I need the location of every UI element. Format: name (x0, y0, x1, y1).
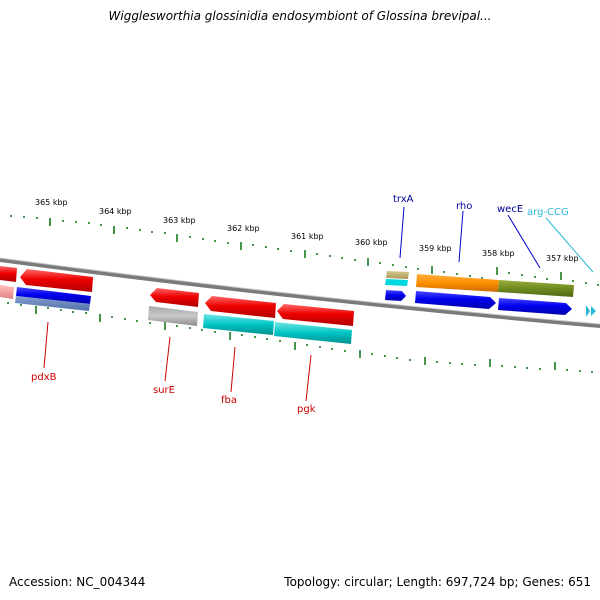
tick-label: 358 kbp (482, 249, 515, 258)
feature-wecE[interactable] (498, 298, 572, 315)
leader-pdxB (43, 321, 49, 369)
gene-label-fba[interactable]: fba (221, 395, 237, 406)
feature-pgk-top[interactable] (277, 304, 354, 326)
tick-label: 359 kbp (419, 244, 452, 253)
feature-arg-CCG-arrow[interactable] (586, 305, 590, 317)
leader-wecE (507, 214, 541, 269)
feature-left-edge-red[interactable] (0, 266, 17, 282)
gene-label-surE[interactable]: surE (153, 385, 175, 396)
gene-label-trxA[interactable]: trxA (393, 194, 414, 205)
feature-rho-rrna[interactable] (416, 274, 499, 292)
feature-pdxB-top[interactable] (20, 269, 93, 292)
tick-label: 364 kbp (99, 207, 132, 216)
leader-surE (164, 336, 171, 382)
gene-label-rho[interactable]: rho (456, 201, 472, 212)
feature-wecE-rrna[interactable] (498, 280, 574, 297)
gene-label-wecE[interactable]: wecE (497, 204, 523, 215)
feature-trxA-small[interactable] (386, 271, 409, 279)
tick-label: 357 kbp (546, 254, 579, 263)
feature-pdxB-lower[interactable] (15, 296, 90, 311)
feature-trxA-small-2[interactable] (385, 279, 408, 286)
feature-pgk[interactable] (274, 322, 352, 344)
outer-tick-ring (10, 215, 599, 286)
feature-arg-CCG-arrow-2[interactable] (591, 306, 596, 316)
inner-tick-ring (7, 302, 593, 373)
leader-rho (458, 210, 464, 263)
feature-fba[interactable] (203, 314, 274, 335)
feature-trxA[interactable] (385, 290, 406, 301)
tick-labels: 365 kbp 364 kbp 363 kbp 362 kbp 361 kbp … (35, 198, 579, 263)
tick-label: 361 kbp (291, 232, 324, 241)
tick-label: 360 kbp (355, 238, 388, 247)
gene-label-arg-CCG[interactable]: arg-CCG (527, 207, 569, 218)
reverse-strand-features (0, 266, 354, 344)
feature-rho[interactable] (415, 291, 496, 309)
gene-label-pdxB[interactable]: pdxB (31, 372, 57, 383)
leader-trxA (399, 206, 405, 259)
gene-labels: trxA rho wecE arg-CCG pdxB surE fba pgk (31, 194, 569, 415)
genome-backbone-highlight (0, 257, 600, 325)
feature-surE[interactable] (150, 288, 199, 307)
feature-left-edge-pink[interactable] (0, 285, 14, 299)
map-title: Wigglesworthia glossinidia endosymbiont … (108, 9, 492, 23)
feature-surE-gray[interactable] (148, 306, 198, 326)
tick-label: 365 kbp (35, 198, 68, 207)
gene-label-pgk[interactable]: pgk (297, 404, 316, 415)
leader-arg-CCG (545, 217, 594, 273)
feature-fba-top[interactable] (205, 296, 276, 318)
tick-label: 363 kbp (163, 216, 196, 225)
genome-backbone (0, 258, 600, 328)
leader-pgk (305, 354, 312, 402)
accession-text: Accession: NC_004344 (9, 575, 146, 589)
genome-summary-text: Topology: circular; Length: 697,724 bp; … (284, 575, 591, 589)
label-leaders (43, 206, 594, 402)
feature-pdxB[interactable] (16, 287, 91, 304)
leader-fba (230, 346, 236, 393)
forward-strand-features (385, 271, 596, 317)
tick-label: 362 kbp (227, 224, 260, 233)
